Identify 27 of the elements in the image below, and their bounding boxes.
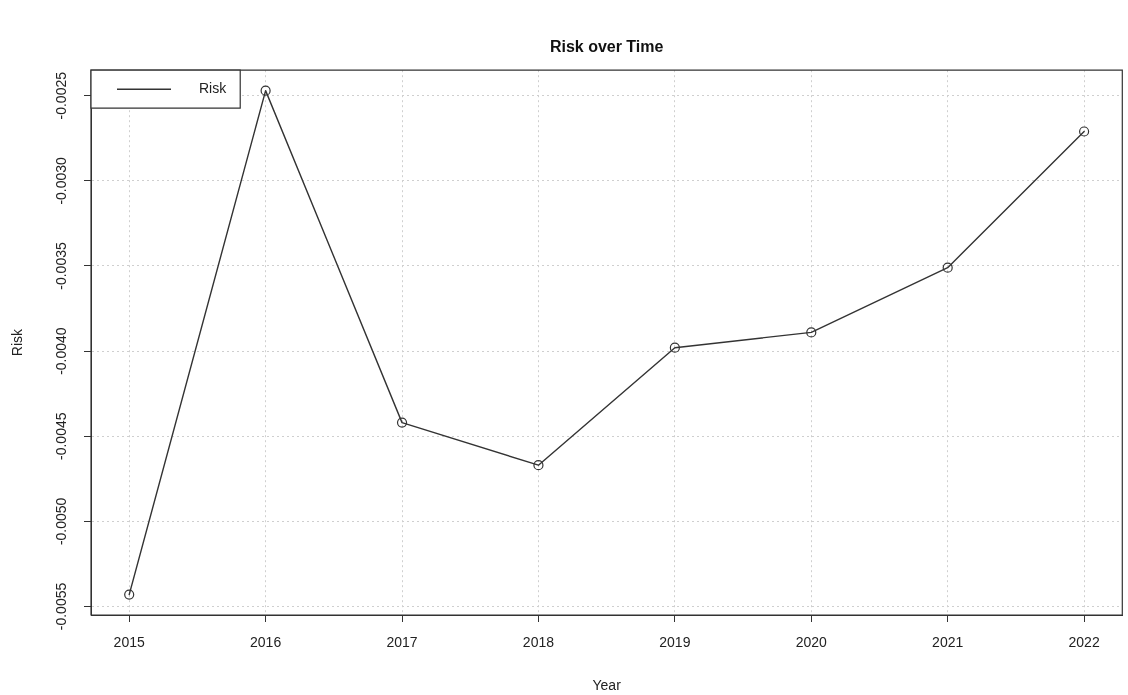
y-tick-label: -0.0045: [53, 412, 70, 460]
y-tick-label: -0.0055: [53, 582, 70, 631]
x-tick-label: 2017: [386, 634, 418, 651]
y-tick-label: -0.0040: [53, 327, 70, 375]
y-tick-label: -0.0035: [53, 242, 70, 290]
y-tick-label: -0.0030: [53, 156, 70, 205]
point: [396, 417, 408, 428]
point: [124, 589, 135, 600]
point: [942, 262, 953, 273]
x-tick-label: 2016: [250, 634, 282, 651]
x-tick-label: 2018: [522, 634, 555, 651]
y-tick-label: -0.0050: [53, 497, 70, 546]
point: [806, 327, 817, 338]
x-tick-label: 2021: [932, 634, 964, 651]
x-tick-label: 2015: [113, 634, 145, 651]
legend-label: Risk: [199, 80, 228, 97]
point: [669, 342, 680, 353]
point: [1079, 126, 1090, 137]
y-tick-label: -0.0025: [53, 71, 70, 120]
x-tick-label: 2020: [795, 634, 828, 651]
point: [260, 85, 271, 96]
chart-title: Risk over Time: [549, 38, 664, 56]
x-tick-label: 2022: [1068, 634, 1100, 651]
x-axis-title: Year: [592, 677, 622, 694]
y-axis-title: Risk: [9, 328, 26, 357]
point: [533, 460, 544, 471]
x-tick-label: 2019: [659, 634, 691, 651]
